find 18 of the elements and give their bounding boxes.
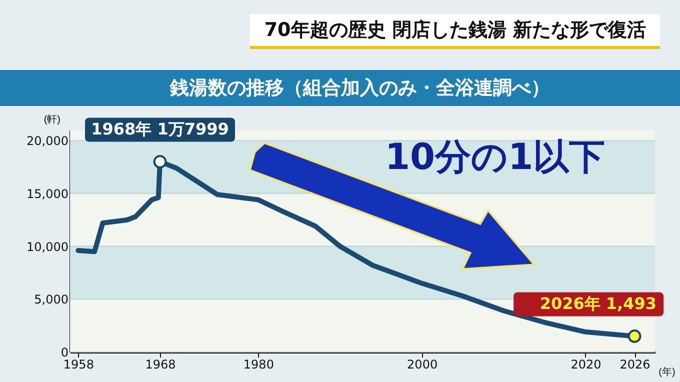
y-tick-label: 10,000 (26, 240, 68, 254)
y-tick-label: 0 (60, 346, 68, 360)
text: 70年超の歴史 閉店した銭湯 新たな形で復活 (250, 14, 660, 49)
x-tick-label: 2000 (407, 358, 438, 372)
y-axis-title: (軒) (44, 114, 60, 126)
x-tick-label: 1968 (145, 358, 176, 372)
y-tick-label: 5,000 (34, 292, 68, 307)
annotation: 1968年 1万7999 (91, 120, 229, 139)
y-tick-label: 20,000 (26, 134, 68, 148)
x-tick-label: 2020 (570, 358, 602, 372)
y-tick-label: 15,000 (26, 186, 68, 201)
x-tick-label: 1958 (63, 358, 94, 372)
annotation: 10分の1以下 (385, 136, 606, 180)
annotation: 2026年 1,493 (540, 294, 657, 314)
x-tick-label: 2026 (620, 358, 650, 372)
x-axis-title: (年) (658, 366, 676, 378)
chart-title: 銭湯数の推移（組合加入のみ・全浴連調べ） (0, 70, 680, 106)
x-tick-label: 1980 (243, 358, 274, 372)
